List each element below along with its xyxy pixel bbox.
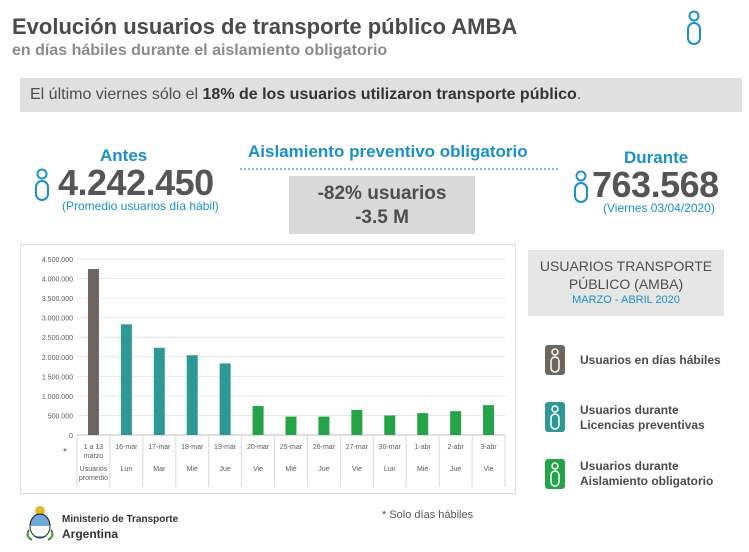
day-label: Usuarios	[80, 466, 108, 473]
y-tick-label: 0	[69, 433, 73, 440]
person-icon	[574, 170, 588, 203]
during-value: 763.568	[592, 164, 719, 205]
bar	[417, 413, 429, 435]
x-tick-label: 2-abr	[447, 444, 464, 451]
legend-item-licenses: Usuarios durante Licencias preventivas	[580, 403, 705, 432]
page-subtitle: en días hábiles durante el aislamiento o…	[12, 42, 388, 59]
bar	[450, 411, 462, 435]
day-label: Vie	[352, 466, 362, 473]
legend-item-weekday: Usuarios en días hábiles	[580, 353, 721, 367]
footnote: * Solo días hábiles	[382, 509, 474, 521]
bar	[483, 405, 495, 435]
y-tick-label: 2.000.000	[42, 355, 73, 362]
x-tick-label: 3-abr	[480, 444, 497, 451]
person-icon-licenses	[545, 402, 565, 432]
dotted-divider	[240, 168, 558, 170]
person-icon-weekday	[545, 345, 565, 375]
person-icon	[687, 10, 701, 45]
day-label: Lun	[384, 466, 396, 473]
highlight-banner: El último viernes sólo el 18% de los usu…	[20, 78, 742, 112]
bar-chart: 0 500.000 1.000.000 1.500.000 2.000.000 2.500…	[20, 244, 516, 494]
national-coat-of-arms-logo	[26, 506, 54, 541]
y-tick-label: 4.000.000	[42, 277, 73, 284]
bar	[219, 363, 231, 435]
ministry-country: Argentina	[62, 527, 119, 541]
day-label: promedio	[79, 475, 108, 482]
legend-header-period: MARZO - ABRIL 2020	[572, 294, 680, 306]
y-tick-label: 3.500.000	[42, 296, 73, 303]
before-note: (Promedio usuarios día hábil)	[62, 199, 219, 213]
day-label: Vie	[484, 466, 494, 473]
x-tick-label: 27-mar	[346, 444, 369, 451]
bar	[285, 416, 297, 435]
person-icon	[35, 168, 49, 201]
x-tick-label: 17-mar	[148, 444, 171, 451]
legend-header: USUARIOS TRANSPORTE PÚBLICO (AMBA) MARZO…	[528, 250, 724, 316]
bar-chart-svg: 0 500.000 1.000.000 1.500.000 2.000.000 2.500…	[42, 257, 506, 487]
during-note: (Viernes 03/04/2020)	[603, 201, 715, 215]
legend-header-line1: USUARIOS TRANSPORTE	[539, 258, 713, 274]
x-tick-label: 30-mar	[379, 444, 402, 451]
before-value: 4.242.450	[58, 162, 214, 203]
y-tick-label: 1.000.000	[42, 394, 73, 401]
first-category-note: *	[63, 447, 67, 458]
day-label: Lun	[121, 466, 133, 473]
x-tick-label: 1 a 13	[84, 444, 104, 451]
bar	[186, 355, 198, 435]
x-tick-label: 20-mar	[247, 444, 270, 451]
x-tick-label: 26-mar	[313, 444, 336, 451]
legend-header-line2: PÚBLICO (AMBA)	[568, 276, 684, 292]
day-label: Vie	[253, 466, 263, 473]
y-tick-label: 3.000.000	[42, 316, 73, 323]
y-tick-label: 2.500.000	[42, 335, 73, 342]
ministry-name: Ministerio de Transporte	[62, 514, 179, 525]
bar	[318, 416, 330, 435]
x-tick-label: 1-abr	[415, 444, 432, 451]
person-icon-isolation	[545, 459, 565, 489]
isolation-title: Aislamiento preventivo obligatorio	[248, 142, 528, 161]
day-label: Jue	[220, 466, 231, 473]
bar	[87, 269, 99, 435]
banner-text: El último viernes sólo el 18% de los usu…	[30, 86, 582, 103]
bar	[252, 406, 264, 435]
y-tick-label: 1.500.000	[42, 374, 73, 381]
x-tick-label: 18-mar	[181, 444, 204, 451]
bar	[351, 409, 363, 435]
day-label: Mié	[285, 466, 296, 473]
legend-item-isolation: Usuarios durante Aislamiento obligatorio	[580, 459, 714, 488]
before-label: Antes	[100, 146, 148, 165]
bar	[153, 347, 165, 435]
day-label: Jue	[450, 466, 461, 473]
x-tick-label: 25-mar	[280, 444, 303, 451]
day-label: Mié	[417, 466, 428, 473]
y-tick-label: 500.000	[48, 413, 73, 420]
page-title: Evolución usuarios de transporte público…	[12, 14, 518, 39]
bar	[384, 415, 396, 435]
day-label: Jue	[318, 466, 329, 473]
during-label: Durante	[624, 148, 689, 167]
reduction-percent: -82% usuarios	[317, 183, 447, 204]
x-tick-label: 16-mar	[115, 444, 138, 451]
x-tick-label: marzo	[84, 453, 104, 460]
day-label: Mar	[153, 466, 166, 473]
bar	[120, 324, 132, 435]
day-label: Mié	[187, 466, 198, 473]
y-tick-label: 4.500.000	[42, 257, 73, 264]
reduction-box: -82% usuarios -3.5 M	[289, 176, 475, 234]
x-tick-label: 19-mar	[214, 444, 237, 451]
reduction-absolute: -3.5 M	[355, 207, 409, 228]
